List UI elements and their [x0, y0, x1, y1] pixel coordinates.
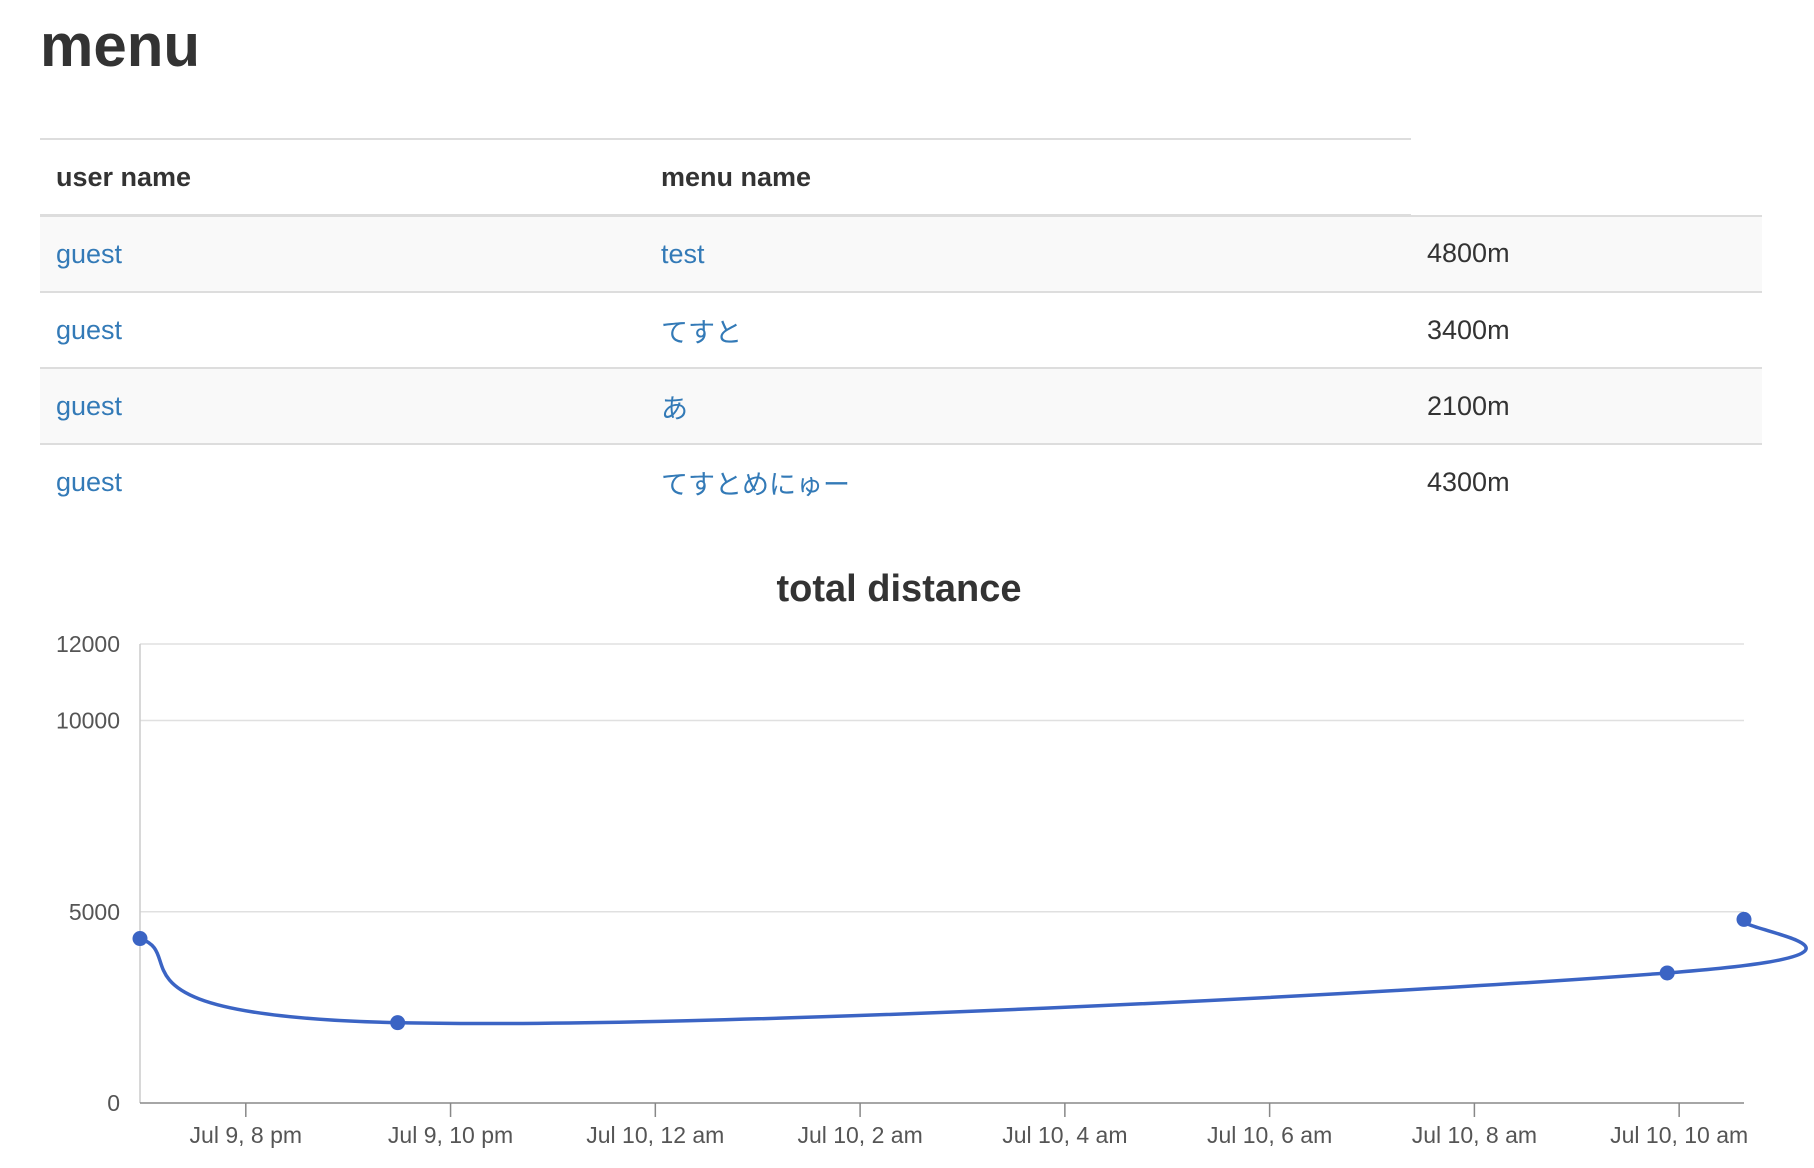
cell-menu: あ [645, 368, 1411, 444]
x-tick-label: Jul 9, 8 pm [190, 1122, 303, 1148]
cell-user: guest [40, 444, 645, 519]
cell-menu: てすと [645, 292, 1411, 368]
menu-link[interactable]: てすとめにゅー [661, 469, 850, 500]
user-link[interactable]: guest [56, 238, 123, 269]
cell-distance: 2100m [1427, 390, 1510, 421]
y-tick-label: 10000 [56, 708, 120, 734]
column-header-distance [1411, 138, 1762, 217]
distance-chart: total distance 0 5000 10000 12000 Jul 9, 8 p… [0, 560, 1814, 1160]
user-link[interactable]: guest [56, 314, 123, 345]
page-title: menu [40, 12, 201, 79]
menu-link[interactable]: あ [661, 393, 688, 424]
cell-user: guest [40, 368, 645, 444]
table-row: guest test 4800m [40, 215, 1762, 293]
chart-axes: 0 5000 10000 12000 Jul 9, 8 pm Jul 9, 10 pm Ju… [56, 631, 1748, 1148]
cell-user: guest [40, 292, 645, 368]
x-tick-label: Jul 9, 10 pm [388, 1122, 513, 1148]
chart-svg: total distance 0 5000 10000 12000 Jul 9, 8 p… [56, 568, 1808, 1148]
x-tick-label: Jul 10, 8 am [1412, 1122, 1537, 1148]
table-header-row: user name menu name [40, 138, 1762, 217]
data-point [1736, 911, 1752, 927]
cell-distance: 3400m [1427, 314, 1510, 345]
x-tick-label: Jul 10, 2 am [797, 1122, 922, 1148]
cell-distance: 4300m [1427, 466, 1510, 497]
chart-title: total distance [777, 568, 1022, 610]
column-header-menu-name: menu name [645, 139, 1411, 217]
chart-series [132, 911, 1808, 1031]
data-point [132, 931, 148, 947]
x-tick-label: Jul 10, 4 am [1002, 1122, 1127, 1148]
table-row: guest てすと 3400m [40, 292, 1762, 368]
chart-grid [140, 643, 1744, 913]
cell-distance: 4800m [1427, 238, 1510, 269]
menu-table: user name menu name guest test 4800m gue… [40, 138, 1762, 519]
table-row: guest てすとめにゅー 4300m [40, 444, 1762, 519]
x-tick-label: Jul 10, 6 am [1207, 1122, 1332, 1148]
data-point [1659, 965, 1675, 981]
y-tick-label: 0 [107, 1090, 120, 1116]
series-line [139, 917, 1808, 1026]
x-tick-label: Jul 10, 12 am [586, 1122, 724, 1148]
y-tick-label: 12000 [56, 631, 120, 657]
menu-link[interactable]: test [661, 238, 705, 269]
cell-menu: test [645, 216, 1411, 293]
data-point [390, 1015, 406, 1031]
cell-menu: てすとめにゅー [645, 444, 1411, 519]
table-row: guest あ 2100m [40, 368, 1762, 444]
user-link[interactable]: guest [56, 390, 123, 421]
x-tick-label: Jul 10, 10 am [1610, 1122, 1748, 1148]
column-header-user-name: user name [40, 139, 645, 217]
y-tick-label: 5000 [69, 899, 120, 925]
user-link[interactable]: guest [56, 466, 123, 497]
menu-link[interactable]: てすと [661, 317, 742, 348]
cell-user: guest [40, 216, 645, 293]
